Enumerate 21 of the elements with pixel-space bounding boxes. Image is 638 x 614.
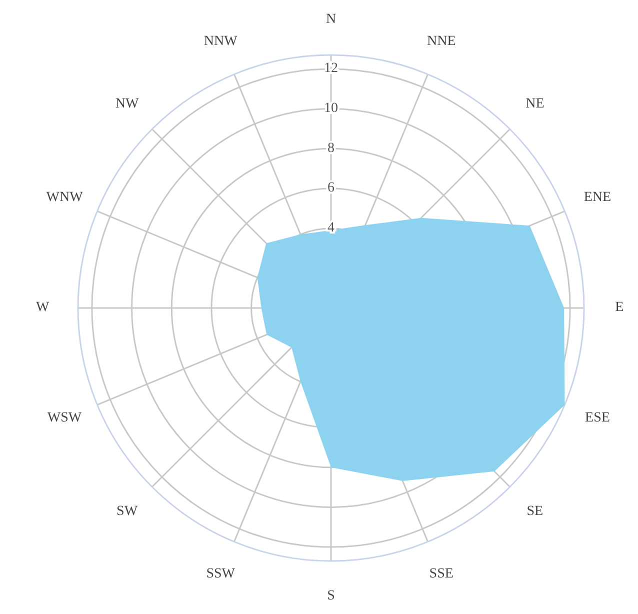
y-tick-label: 10 bbox=[324, 101, 338, 116]
spoke-label: NNW bbox=[204, 34, 238, 49]
spoke-label: W bbox=[36, 300, 50, 316]
spoke-label: SW bbox=[116, 504, 138, 520]
spoke-label: S bbox=[327, 588, 335, 604]
spoke-label: SSE bbox=[429, 566, 454, 582]
spoke-label: SSW bbox=[206, 566, 236, 582]
spoke-label: NNE bbox=[426, 34, 456, 49]
y-tick-label: 12 bbox=[324, 61, 338, 76]
spoke-label: E bbox=[615, 300, 624, 316]
spoke-label: NW bbox=[115, 96, 140, 112]
spoke-label: SE bbox=[526, 504, 544, 520]
spoke-label: NE bbox=[526, 96, 544, 112]
spoke-label: ENE bbox=[584, 190, 612, 205]
y-tick-label: 8 bbox=[328, 140, 334, 156]
y-tick-label: 6 bbox=[328, 180, 334, 196]
spoke-label: N bbox=[326, 12, 336, 27]
spoke-label: WSW bbox=[47, 410, 82, 426]
spoke-label: ESE bbox=[585, 410, 610, 426]
y-tick-label: 4 bbox=[328, 220, 334, 236]
spoke-label: WNW bbox=[46, 190, 84, 205]
